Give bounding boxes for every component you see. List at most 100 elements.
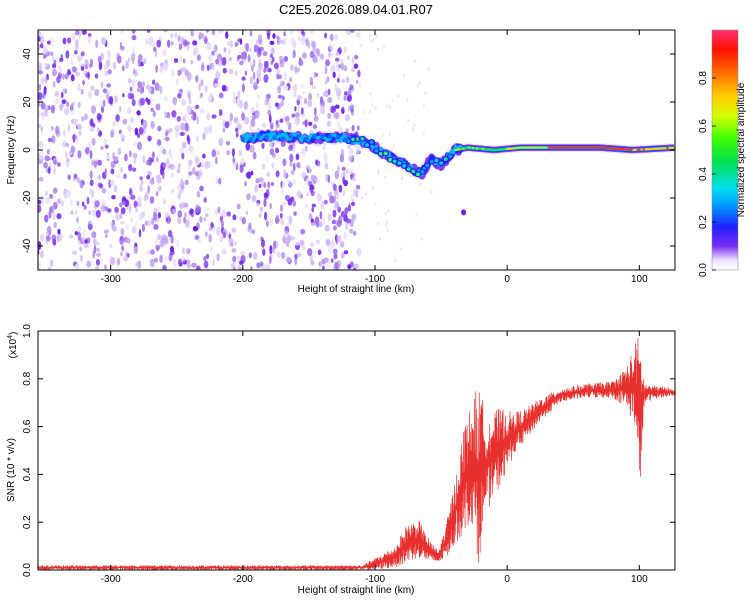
noise-speck — [371, 103, 374, 107]
noise-speck — [181, 185, 185, 191]
signal-blob — [327, 134, 333, 140]
noise-speck — [407, 118, 410, 123]
noise-speck — [232, 98, 237, 104]
noise-speck — [336, 235, 342, 243]
noise-speck — [145, 191, 149, 200]
noise-speck — [326, 76, 330, 83]
noise-speck — [196, 239, 202, 244]
noise-speck — [164, 211, 169, 219]
noise-speck — [320, 105, 325, 115]
noise-speck — [146, 249, 152, 255]
noise-speck — [331, 219, 336, 225]
noise-speck — [215, 150, 221, 156]
noise-speck — [368, 110, 372, 114]
noise-speck — [250, 170, 254, 176]
noise-speck — [54, 98, 60, 104]
noise-speck — [219, 212, 223, 217]
noise-speck — [38, 83, 42, 91]
noise-speck — [309, 77, 314, 83]
noise-speck — [313, 115, 319, 122]
noise-speck — [220, 220, 224, 228]
signal-core-cell — [652, 147, 656, 150]
noise-speck — [179, 202, 183, 210]
noise-speck — [260, 236, 264, 242]
noise-speck — [344, 91, 348, 96]
noise-speck — [157, 185, 162, 192]
signal-core-cell — [497, 148, 501, 151]
noise-speck — [236, 96, 240, 103]
noise-speck — [156, 39, 161, 48]
noise-speck — [95, 259, 100, 266]
noise-speck — [191, 114, 195, 121]
noise-speck — [38, 36, 41, 42]
noise-speck — [261, 163, 266, 170]
noise-speck — [292, 162, 296, 172]
noise-speck — [188, 159, 193, 166]
noise-speck — [109, 96, 114, 105]
noise-speck — [122, 93, 125, 98]
noise-speck — [104, 70, 108, 77]
noise-speck — [267, 181, 271, 188]
noise-speck — [83, 70, 88, 76]
noise-speck — [424, 91, 427, 95]
noise-speck — [289, 161, 293, 167]
noise-speck — [314, 127, 318, 132]
noise-speck — [57, 162, 61, 167]
noise-speck — [38, 177, 44, 182]
noise-speck — [241, 112, 246, 121]
noise-speck — [270, 47, 275, 55]
noise-speck — [38, 204, 42, 213]
noise-speck — [241, 52, 244, 61]
noise-speck — [215, 176, 218, 185]
noise-speck — [384, 175, 387, 179]
noise-speck — [179, 131, 185, 137]
noise-speck — [89, 118, 93, 127]
signal-core-cell — [610, 147, 614, 150]
noise-speck — [47, 40, 51, 45]
noise-speck — [139, 142, 143, 149]
noise-speck — [418, 81, 421, 85]
signal-blob-core — [369, 140, 374, 144]
noise-speck — [253, 251, 258, 260]
noise-speck — [252, 151, 257, 160]
noise-speck — [126, 107, 132, 114]
noise-speck — [208, 226, 213, 231]
noise-speck — [317, 249, 322, 256]
noise-speck — [300, 36, 306, 46]
noise-speck — [351, 57, 355, 65]
noise-speck — [56, 64, 62, 72]
noise-speck — [188, 97, 192, 105]
noise-speck — [357, 250, 361, 256]
noise-speck — [131, 34, 137, 41]
noise-speck — [239, 38, 243, 45]
noise-speck — [122, 118, 128, 125]
noise-speck — [112, 62, 117, 70]
noise-speck — [38, 140, 44, 149]
noise-speck — [394, 258, 397, 263]
noise-speck — [346, 30, 351, 36]
noise-speck — [65, 159, 70, 168]
noise-speck — [44, 190, 48, 196]
noise-speck — [183, 202, 189, 208]
noise-speck — [213, 44, 218, 53]
snr-y-tick-label: 1.0 — [22, 324, 33, 338]
colorbar: 0.0 0.2 0.4 0.6 0.8 Normalized spectral ampl… — [698, 29, 747, 277]
noise-speck — [218, 178, 222, 185]
signal-blob-core — [392, 159, 397, 164]
noise-speck — [157, 206, 161, 212]
noise-speck — [103, 138, 107, 145]
noise-speck — [95, 39, 99, 49]
noise-speck — [74, 42, 79, 52]
noise-speck — [290, 236, 295, 241]
noise-speck — [309, 242, 315, 248]
noise-speck — [121, 30, 124, 34]
noise-speck — [211, 62, 215, 71]
noise-speck — [67, 124, 71, 132]
noise-speck — [184, 212, 187, 218]
noise-speck — [82, 80, 86, 86]
noise-speck — [199, 185, 204, 192]
noise-speck — [296, 252, 302, 258]
signal-core-cell — [656, 147, 660, 150]
noise-speck — [153, 46, 157, 52]
noise-speck — [164, 131, 169, 137]
